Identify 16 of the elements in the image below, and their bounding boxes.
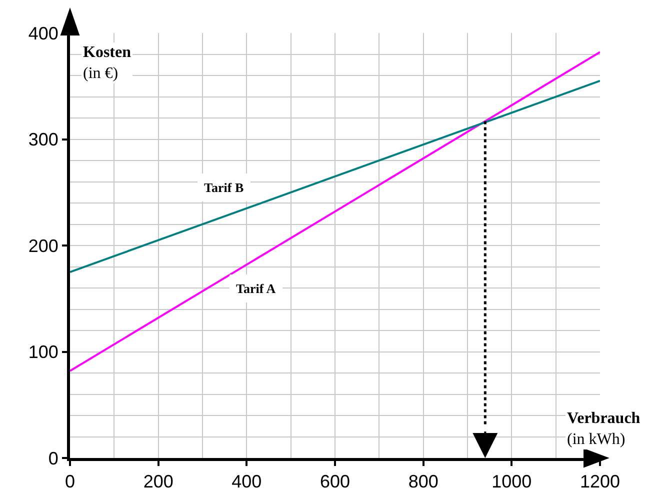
y-tick-label: 0: [48, 448, 58, 468]
x-axis-title: Verbrauch (in kWh): [567, 410, 640, 448]
x-tick-label: 400: [232, 472, 262, 492]
y-tick-label: 300: [28, 130, 58, 150]
x-tick-label: 1000: [492, 472, 532, 492]
x-tick-label: 800: [408, 472, 438, 492]
x-tick-label: 0: [64, 472, 76, 492]
y-axis-title: Kosten (in €): [83, 44, 132, 82]
series-label: Tarif B: [204, 180, 244, 195]
y-tick-label: 200: [28, 236, 58, 256]
y-tick-label: 100: [28, 342, 58, 362]
x-tick-label: 600: [320, 472, 350, 492]
x-tick-label: 200: [143, 472, 174, 492]
y-tick-label: 400: [28, 23, 58, 44]
series-label: Tarif A: [236, 281, 276, 296]
x-tick-label: 1200: [580, 472, 620, 492]
